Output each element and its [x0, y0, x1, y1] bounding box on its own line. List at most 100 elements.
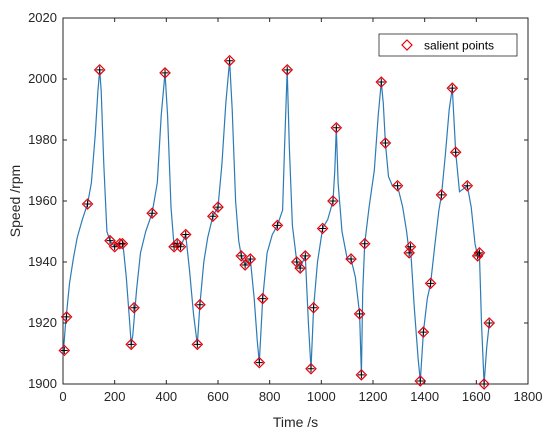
- salient-point: [58, 344, 71, 357]
- salient-point-cross: [237, 252, 245, 260]
- salient-point-diamond: [179, 228, 192, 241]
- salient-point-diamond: [355, 369, 368, 381]
- salient-point-cross: [283, 66, 291, 74]
- salient-points-layer: [58, 54, 496, 390]
- salient-point-diamond: [305, 362, 317, 375]
- salient-point-cross: [416, 377, 424, 385]
- salient-point-cross: [293, 258, 301, 266]
- salient-point: [327, 195, 339, 207]
- salient-point-diamond: [239, 259, 251, 271]
- salient-point-diamond: [435, 189, 448, 201]
- salient-point: [299, 250, 312, 262]
- x-tick-label: 1200: [359, 389, 388, 404]
- salient-point: [353, 308, 366, 320]
- salient-point-cross: [427, 279, 435, 287]
- salient-point: [483, 317, 496, 329]
- salient-point-diamond: [473, 247, 486, 259]
- salient-point-diamond: [116, 237, 129, 250]
- salient-point-cross: [106, 237, 114, 245]
- salient-point-diamond: [483, 317, 496, 329]
- salient-point: [391, 179, 404, 192]
- x-tick-label: 1000: [307, 389, 336, 404]
- salient-point-diamond: [174, 240, 187, 253]
- salient-point: [435, 189, 448, 201]
- salient-point-diamond: [353, 308, 366, 320]
- salient-point-diamond: [191, 338, 204, 351]
- salient-point-diamond: [294, 262, 306, 274]
- legend-diamond-marker: [401, 39, 413, 51]
- salient-point: [239, 259, 251, 271]
- salient-point: [449, 146, 462, 159]
- salient-point-diamond: [256, 292, 269, 305]
- salient-point: [271, 219, 284, 232]
- salient-point-cross: [209, 212, 217, 220]
- salient-point-diamond: [424, 277, 437, 290]
- salient-point-cross: [448, 84, 456, 92]
- salient-point-diamond: [93, 64, 106, 76]
- salient-point-cross: [60, 346, 68, 354]
- salient-point-cross: [130, 304, 138, 312]
- salient-point-cross: [357, 371, 365, 379]
- salient-point-diamond: [471, 250, 484, 262]
- salient-point-cross: [347, 255, 355, 263]
- salient-point-cross: [241, 261, 249, 269]
- salient-point-diamond: [299, 250, 312, 262]
- salient-point-cross: [437, 191, 445, 199]
- salient-point: [281, 64, 294, 76]
- salient-point-diamond: [271, 219, 284, 232]
- salient-point-cross: [196, 301, 204, 309]
- salient-point-cross: [301, 252, 309, 260]
- salient-point-diamond: [146, 207, 158, 220]
- salient-point: [179, 228, 192, 241]
- salient-point-cross: [475, 249, 483, 257]
- salient-point: [375, 76, 388, 88]
- salient-point-cross: [255, 359, 263, 367]
- y-tick-label: 2000: [28, 71, 57, 86]
- salient-point-diamond: [446, 82, 459, 94]
- salient-point-cross: [356, 310, 364, 318]
- salient-point-diamond: [379, 137, 392, 149]
- plot-frame: [62, 17, 529, 385]
- salient-point: [414, 375, 427, 387]
- y-tick-label: 2020: [28, 10, 57, 25]
- salient-point-diamond: [281, 64, 294, 76]
- salient-point: [358, 237, 371, 250]
- salient-point-cross: [406, 243, 414, 251]
- salient-point-cross: [161, 69, 169, 77]
- salient-point-cross: [111, 243, 119, 251]
- salient-point-diamond: [58, 344, 71, 357]
- salient-point-diamond: [375, 76, 388, 88]
- salient-point-diamond: [414, 375, 427, 387]
- salient-point: [330, 121, 343, 134]
- salient-point-diamond: [330, 121, 343, 134]
- salient-point: [417, 326, 430, 338]
- salient-point: [212, 201, 224, 213]
- salient-point-diamond: [253, 356, 266, 369]
- x-tick-label: 1800: [514, 389, 543, 404]
- salient-point: [316, 222, 329, 235]
- y-tick-label: 1960: [28, 193, 57, 208]
- salient-point-diamond: [194, 298, 206, 311]
- salient-point-cross: [259, 295, 267, 303]
- salient-point: [191, 338, 204, 351]
- salient-point-cross: [319, 224, 327, 232]
- salient-point-diamond: [403, 247, 416, 259]
- salient-point: [461, 179, 474, 192]
- salient-point: [379, 137, 392, 149]
- salient-point-diamond: [244, 253, 257, 265]
- salient-point-diamond: [345, 253, 357, 265]
- salient-point-cross: [84, 200, 92, 208]
- x-tick-label: 800: [259, 389, 281, 404]
- salient-point: [235, 250, 248, 262]
- salient-point-diamond: [327, 195, 339, 207]
- salient-point-diamond: [404, 240, 417, 253]
- salient-point: [223, 54, 236, 67]
- salient-point: [404, 240, 417, 253]
- salient-point-diamond: [212, 201, 224, 213]
- salient-point: [305, 362, 317, 375]
- legend-entry-salient-points: salient points: [424, 39, 494, 53]
- salient-point: [473, 247, 486, 259]
- salient-point-diamond: [125, 338, 138, 351]
- salient-point-diamond: [235, 250, 248, 262]
